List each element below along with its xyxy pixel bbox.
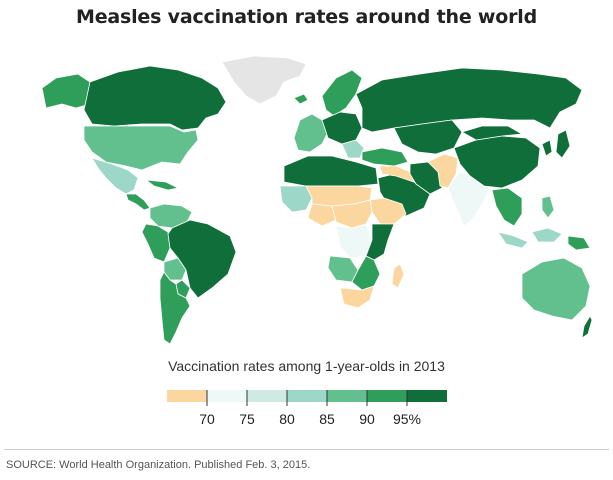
- region-angola: [327, 255, 359, 283]
- region-east-africa: [365, 223, 395, 261]
- legend-label-3: 80: [279, 411, 295, 427]
- legend-swatch-6: [407, 390, 447, 402]
- region-southeast-asia: [491, 187, 523, 227]
- region-north-africa: [283, 155, 379, 187]
- region-drc: [335, 223, 373, 259]
- legend-swatch-5: [367, 390, 407, 402]
- region-central-africa: [331, 199, 373, 229]
- region-central-europe: [321, 111, 363, 145]
- legend-label-2: 75: [239, 411, 255, 427]
- region-russia: [355, 67, 583, 133]
- region-syria-iraq: [379, 165, 415, 183]
- legend-title: Vaccination rates among 1-year-olds in 2…: [168, 358, 445, 374]
- region-central-america: [125, 193, 151, 211]
- region-western-europe: [293, 113, 329, 153]
- region-southern-africa: [351, 255, 381, 291]
- legend-swatch-3: [287, 390, 327, 402]
- region-australia: [521, 257, 591, 321]
- legend-swatch-4: [327, 390, 367, 402]
- region-canada: [83, 65, 227, 131]
- region-nigeria: [307, 203, 337, 227]
- region-papua-new-guinea: [567, 235, 591, 251]
- footer-divider: [4, 449, 609, 450]
- region-mongolia: [461, 125, 523, 141]
- region-afghanistan-pakistan: [427, 153, 459, 189]
- legend-label-6: 95%: [393, 411, 421, 427]
- region-new-zealand: [581, 315, 592, 339]
- legend-label-4: 85: [319, 411, 335, 427]
- legend-label-5: 90: [359, 411, 375, 427]
- region-greenland: [221, 55, 307, 105]
- region-indonesia: [497, 227, 563, 249]
- region-alaska: [41, 73, 91, 109]
- region-turkey-caucasus: [361, 147, 409, 167]
- legend-swatch-1: [207, 390, 247, 402]
- legend-swatch-2: [247, 390, 287, 402]
- map-title: Measles vaccination rates around the wor…: [75, 6, 538, 28]
- color-scale-legend: 70 75 80 85 90 95%: [167, 390, 447, 427]
- region-madagascar: [391, 263, 405, 289]
- region-iceland-scandinavia: [293, 69, 363, 117]
- region-brazil: [167, 219, 237, 299]
- legend-label-1: 70: [199, 411, 215, 427]
- world-choropleth-map: [41, 55, 592, 345]
- region-korea-japan: [541, 129, 571, 159]
- region-south-africa: [339, 285, 375, 309]
- region-ecuador-peru: [141, 223, 171, 263]
- region-balkans: [341, 139, 365, 159]
- region-usa: [83, 125, 199, 171]
- region-west-africa-coast: [279, 185, 313, 213]
- region-mexico: [91, 157, 139, 195]
- legend-swatch-0: [167, 390, 207, 402]
- region-ethiopia-somalia: [369, 197, 407, 225]
- region-argentina-chile: [159, 271, 191, 345]
- region-philippines: [541, 195, 555, 219]
- region-caribbean: [145, 179, 179, 191]
- source-note: SOURCE: World Health Organization. Publi…: [6, 459, 311, 471]
